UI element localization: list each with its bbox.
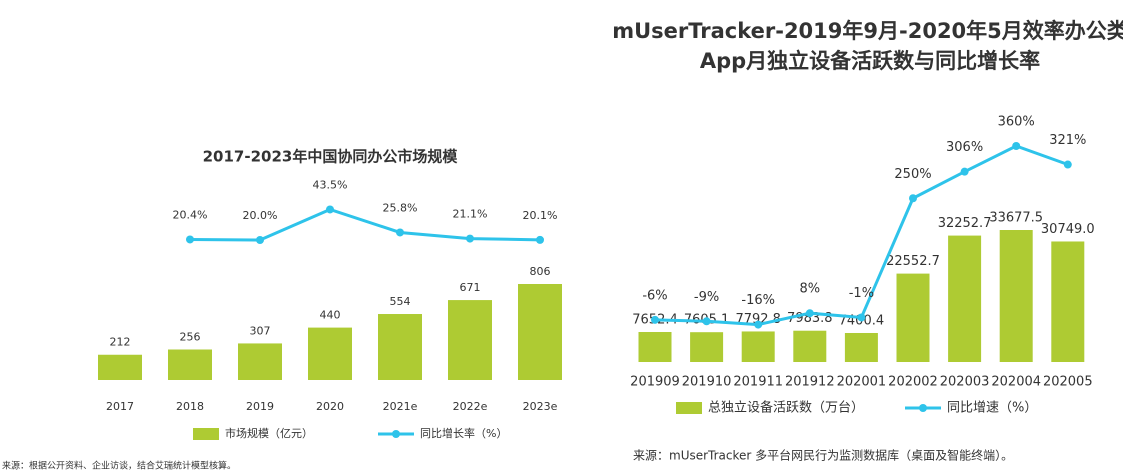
bar-label: 440 xyxy=(320,309,341,322)
bar xyxy=(844,332,878,362)
legend-dot xyxy=(392,430,400,438)
x-tick-label: 202004 xyxy=(991,375,1041,390)
line-point xyxy=(909,194,917,203)
x-tick-label: 2021e xyxy=(383,400,418,413)
bar xyxy=(1051,241,1085,362)
line-point xyxy=(466,234,474,243)
bar xyxy=(948,235,982,362)
bar xyxy=(741,331,775,362)
line-point xyxy=(186,235,194,244)
chart-title: App月独立设备活跃数与同比增长率 xyxy=(700,49,1040,73)
x-tick-label: 202002 xyxy=(888,375,938,390)
bar-label: 33677.5 xyxy=(989,211,1043,226)
x-tick-label: 2018 xyxy=(176,400,204,413)
chart-title: 2017-2023年中国协同办公市场规模 xyxy=(203,148,459,166)
bar-label: 30749.0 xyxy=(1041,222,1095,237)
bar-label: 671 xyxy=(460,281,481,294)
line-label: 321% xyxy=(1049,133,1086,148)
x-tick-label: 201909 xyxy=(630,375,680,390)
bar-label: 554 xyxy=(390,295,411,308)
line-label: 306% xyxy=(946,140,983,155)
bar xyxy=(308,327,352,380)
line-point xyxy=(1012,142,1021,150)
line-label: 43.5% xyxy=(313,178,348,191)
line-point xyxy=(805,309,814,318)
line-point xyxy=(536,235,544,244)
x-tick-label: 201912 xyxy=(785,375,835,390)
bar xyxy=(448,300,492,380)
line-point xyxy=(651,315,659,324)
bar xyxy=(690,332,724,362)
source-note: 来源：根据公开资料、企业访谈，结合艾瑞统计模型核算。 xyxy=(2,460,236,472)
line-label: 20.1% xyxy=(523,209,558,222)
line-point xyxy=(857,313,866,322)
x-tick-label: 202001 xyxy=(837,375,887,390)
x-tick-label: 202003 xyxy=(940,375,990,390)
line-label: 250% xyxy=(894,167,931,182)
line xyxy=(189,207,541,242)
bar xyxy=(378,314,422,380)
line-point xyxy=(326,205,334,214)
bar xyxy=(793,330,827,362)
legend-label: 同比增速（%） xyxy=(947,401,1037,416)
legend-dot xyxy=(919,404,927,412)
line-point xyxy=(1063,160,1072,169)
chart-title: mUserTracker-2019年9月-2020年5月效率办公类 xyxy=(612,19,1123,43)
bar xyxy=(168,349,212,380)
bar-label: 32252.7 xyxy=(938,216,992,231)
bar-label: 806 xyxy=(530,265,551,278)
line-label: -16% xyxy=(741,293,775,308)
x-tick-label: 2022e xyxy=(453,400,488,413)
line-point xyxy=(754,320,763,329)
line-point xyxy=(960,167,969,176)
legend-label: 同比增长率（%） xyxy=(420,426,507,440)
x-tick-label: 2019 xyxy=(246,400,274,413)
x-tick-label: 201910 xyxy=(682,375,732,390)
line-label: 20.4% xyxy=(173,208,208,221)
source-note: 来源：mUserTracker 多平台网民行为监测数据库（桌面及智能终端）。 xyxy=(633,448,1013,463)
x-tick-label: 202005 xyxy=(1043,375,1093,390)
x-tick-label: 201911 xyxy=(733,375,783,390)
legend-swatch xyxy=(676,402,702,414)
line-label: -1% xyxy=(849,286,874,301)
x-tick-label: 2023e xyxy=(523,400,558,413)
legend-label: 市场规模（亿元） xyxy=(225,426,313,440)
line-label: 360% xyxy=(998,115,1035,130)
line-point xyxy=(702,317,711,326)
line-point xyxy=(396,228,404,237)
bar xyxy=(238,343,282,380)
bar-label: 212 xyxy=(110,336,131,349)
x-tick-label: 2020 xyxy=(316,400,344,413)
line-label: 8% xyxy=(799,282,820,297)
line-point xyxy=(256,236,264,244)
line-label: 21.1% xyxy=(453,208,488,221)
line-label: -6% xyxy=(642,288,667,303)
bar xyxy=(98,354,142,380)
bar xyxy=(638,332,672,362)
line-label: -9% xyxy=(694,290,719,305)
line-label: 20.0% xyxy=(243,209,278,222)
bar-label: 22552.7 xyxy=(886,254,940,269)
legend-label: 总独立设备活跃数（万台） xyxy=(708,400,864,416)
x-tick-label: 2017 xyxy=(106,400,134,413)
bar xyxy=(896,273,930,362)
bar xyxy=(518,284,562,380)
bar-label: 256 xyxy=(180,331,201,344)
legend-swatch xyxy=(193,428,219,440)
bar-label: 307 xyxy=(250,324,271,337)
line-label: 25.8% xyxy=(383,201,418,214)
bar xyxy=(999,230,1033,362)
